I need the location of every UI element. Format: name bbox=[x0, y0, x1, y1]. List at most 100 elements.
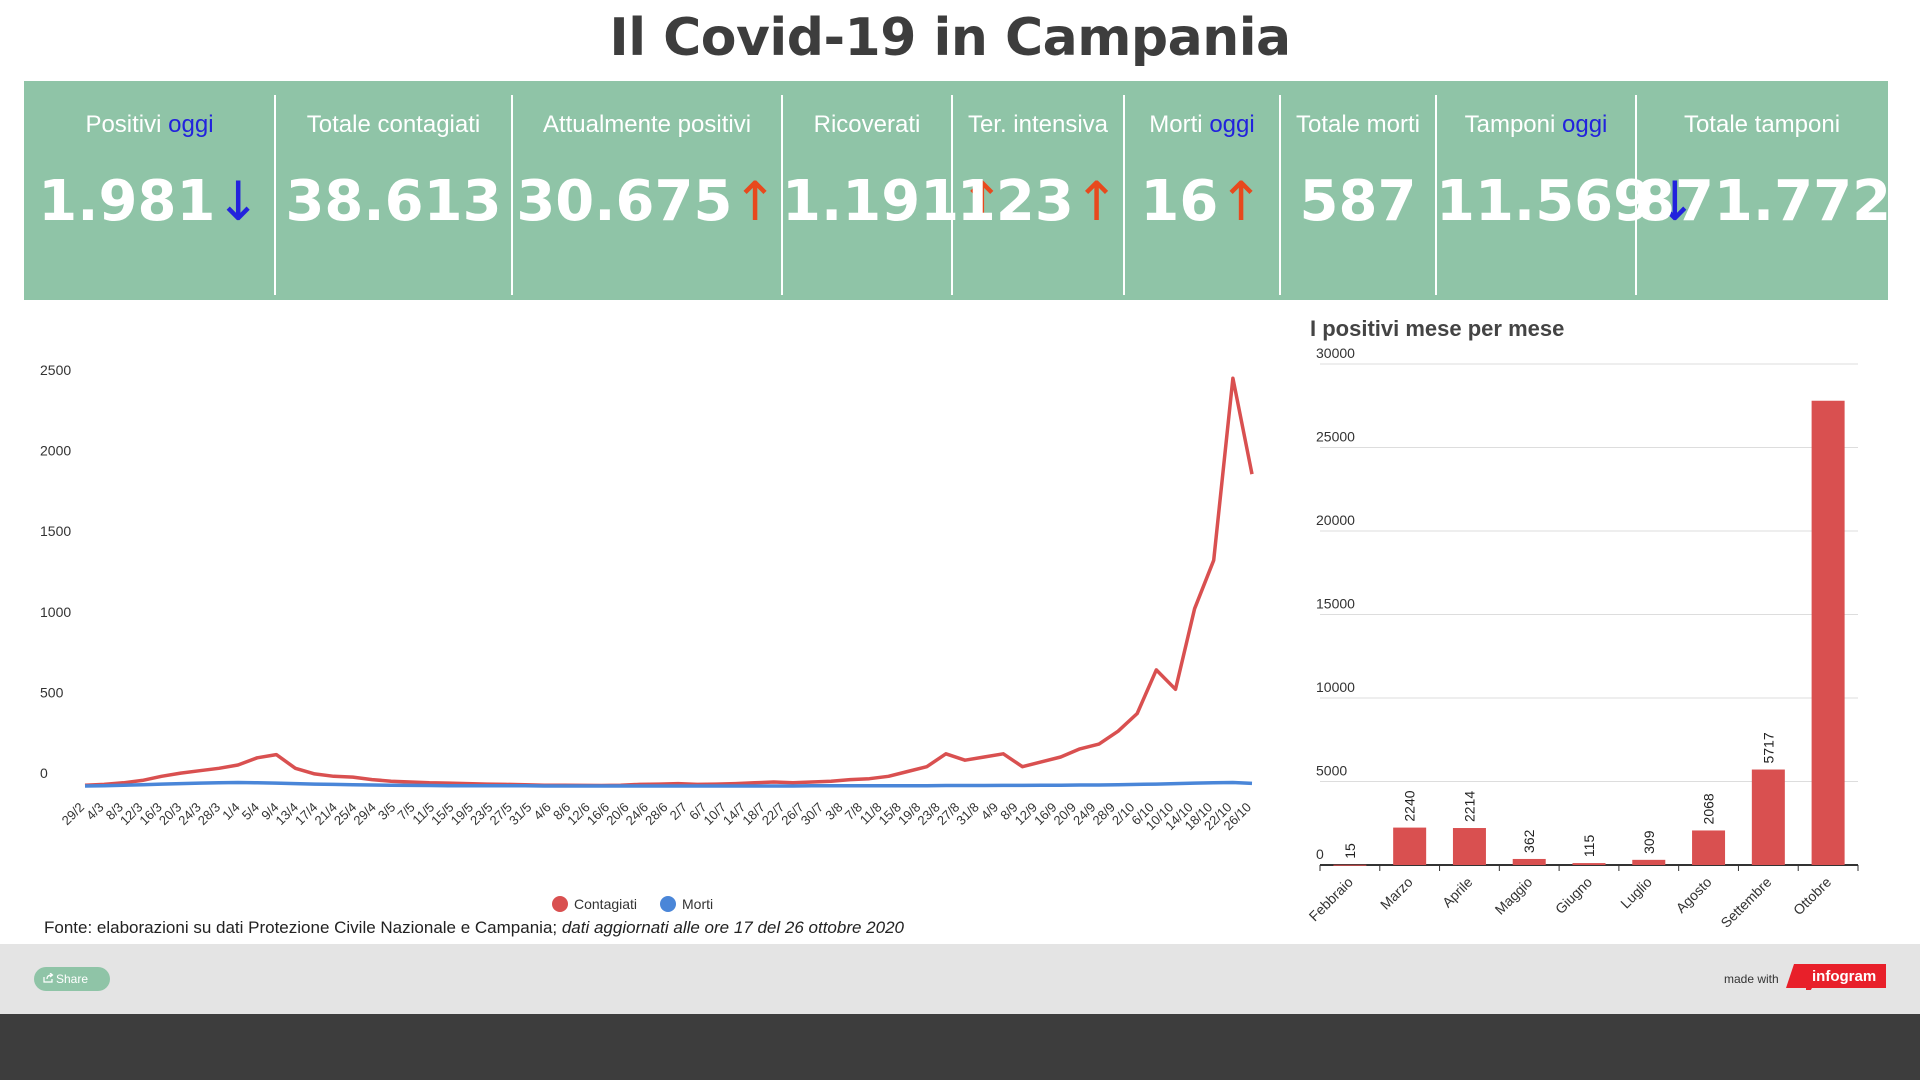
stat-value-number: 123 bbox=[956, 169, 1074, 234]
source-note: Fonte: elaborazioni su dati Protezione C… bbox=[44, 918, 904, 938]
bar-agosto bbox=[1692, 830, 1726, 865]
stat-value-number: 1.981 bbox=[38, 169, 216, 234]
stat-label: Totale contagiati bbox=[275, 111, 512, 139]
y-tick-label: 20000 bbox=[1316, 512, 1355, 528]
stat-value: 16↑ bbox=[1124, 169, 1280, 234]
legend-marker-contagiati bbox=[552, 896, 568, 912]
stat-value: 30.675↑ bbox=[512, 169, 782, 234]
stat-label-highlight: oggi bbox=[168, 111, 214, 138]
data-label: 309 bbox=[1641, 830, 1657, 854]
y-tick-label: 2500 bbox=[40, 362, 71, 378]
infogram-logo[interactable] bbox=[1786, 964, 1886, 990]
trend-up-icon: ↑ bbox=[732, 170, 778, 233]
y-tick-label: 25000 bbox=[1316, 429, 1355, 445]
stat-1: Totale contagiati 38.613 bbox=[275, 81, 512, 300]
legend-label: Morti bbox=[682, 896, 713, 912]
x-tick-label: Giugno bbox=[1552, 874, 1595, 917]
stat-0: Positivi oggi 1.981↓ bbox=[24, 81, 275, 300]
stat-value-number: 16 bbox=[1140, 169, 1219, 234]
data-label: 362 bbox=[1521, 829, 1537, 853]
stat-label-highlight: oggi bbox=[1209, 111, 1255, 138]
x-tick-label: Maggio bbox=[1492, 874, 1536, 918]
bar-maggio bbox=[1512, 858, 1546, 865]
stat-value-number: 587 bbox=[1299, 169, 1417, 234]
stat-separator bbox=[951, 95, 953, 295]
stat-separator bbox=[274, 95, 276, 295]
stat-5: Morti oggi 16↑ bbox=[1124, 81, 1280, 300]
y-tick-label: 5000 bbox=[1316, 763, 1347, 779]
stats-band: Positivi oggi 1.981↓ Totale contagiati 38.6… bbox=[24, 81, 1892, 300]
stat-label: Attualmente positivi bbox=[512, 111, 782, 139]
stat-2: Attualmente positivi 30.675↑ bbox=[512, 81, 782, 300]
share-label: Share bbox=[56, 972, 89, 986]
stat-label: Positivi oggi bbox=[24, 111, 275, 139]
y-tick-label: 1500 bbox=[40, 523, 71, 539]
made-with-label: made with bbox=[1724, 972, 1779, 986]
bar-chart-title: I positivi mese per mese bbox=[1310, 316, 1565, 341]
bar-ottobre bbox=[1811, 400, 1845, 865]
stat-separator bbox=[1635, 95, 1637, 295]
bar-aprile bbox=[1452, 828, 1486, 865]
stat-separator bbox=[1123, 95, 1125, 295]
bar-febbraio bbox=[1333, 864, 1367, 866]
share-icon bbox=[43, 973, 54, 983]
page-title: Il Covid-19 in Campania bbox=[609, 8, 1291, 68]
stat-value-number: 38.613 bbox=[285, 169, 502, 234]
trend-up-icon: ↑ bbox=[1218, 170, 1264, 233]
stat-value: 871.772 bbox=[1636, 169, 1892, 234]
share-button[interactable]: Share bbox=[34, 967, 110, 991]
data-label: 5717 bbox=[1760, 732, 1776, 763]
x-tick-label: 29/2 bbox=[59, 800, 88, 829]
stat-label-text: Totale tamponi bbox=[1683, 111, 1841, 138]
x-tick-label: Settembre bbox=[1717, 874, 1774, 930]
stat-label: Tamponi oggi bbox=[1436, 111, 1636, 139]
stat-label-text: Ricoverati bbox=[813, 111, 921, 138]
trend-up-icon: ↑ bbox=[1073, 170, 1120, 233]
x-tick-label: Aprile bbox=[1439, 874, 1476, 911]
source-update: dati aggiornati alle ore 17 del 26 ottob… bbox=[557, 918, 904, 937]
y-tick-label: 2000 bbox=[40, 443, 71, 459]
stat-value: 1.191↑ bbox=[782, 169, 1004, 234]
stat-7: Tamponi oggi 11.569↓ bbox=[1436, 81, 1697, 300]
stat-label: Ter. intensiva bbox=[952, 111, 1124, 139]
stat-label-text: Morti bbox=[1149, 111, 1203, 138]
trend-down-icon: ↓ bbox=[215, 170, 261, 233]
x-tick-label: 29/4 bbox=[350, 800, 379, 829]
x-tick-label: 28/3 bbox=[195, 800, 224, 829]
data-label: 2068 bbox=[1701, 793, 1717, 824]
stat-label-highlight: oggi bbox=[1562, 111, 1608, 138]
x-tick-label: Agosto bbox=[1673, 874, 1715, 916]
bar-chart: 0 5000 10000 15000 20000 25000 30000 15 Febbraio… bbox=[1306, 345, 1859, 930]
stat-label-text: Positivi bbox=[85, 111, 162, 138]
x-tick-label: Ottobre bbox=[1790, 874, 1834, 918]
x-tick-label: 31/5 bbox=[506, 800, 535, 829]
data-label: 2214 bbox=[1461, 791, 1477, 822]
stat-label-text: Totale contagiati bbox=[306, 111, 481, 138]
x-tick-label: Febbraio bbox=[1306, 874, 1357, 925]
stat-value: 1.981↓ bbox=[24, 169, 275, 234]
legend-label: Contagiati bbox=[574, 896, 637, 912]
stat-separator bbox=[781, 95, 783, 295]
stat-label-text: Ter. intensiva bbox=[967, 111, 1109, 138]
stat-label: Totale tamponi bbox=[1636, 111, 1888, 139]
stat-label-text: Attualmente positivi bbox=[542, 111, 752, 138]
x-tick-label: 31/8 bbox=[953, 800, 982, 829]
y-tick-label: 0 bbox=[1316, 846, 1324, 862]
stat-4: Ter. intensiva 123↑ bbox=[952, 81, 1124, 300]
y-tick-label: 1000 bbox=[40, 604, 71, 620]
line-chart: 0500100015002000250029/24/38/312/316/320… bbox=[40, 362, 1254, 912]
infogram-brand: infogram bbox=[1812, 968, 1877, 985]
y-tick-label: 30000 bbox=[1316, 345, 1355, 361]
bar-luglio bbox=[1632, 859, 1666, 865]
stat-separator bbox=[1279, 95, 1281, 295]
data-label: 115 bbox=[1581, 835, 1597, 858]
stat-value: 38.613 bbox=[275, 169, 512, 234]
stat-label: Morti oggi bbox=[1124, 111, 1280, 139]
legend-marker-morti bbox=[660, 896, 676, 912]
source-text: Fonte: elaborazioni su dati Protezione C… bbox=[44, 918, 558, 937]
y-tick-label: 0 bbox=[40, 765, 48, 781]
stat-value-number: 11.569 bbox=[1436, 169, 1653, 234]
stat-separator bbox=[511, 95, 513, 295]
x-tick-label: Marzo bbox=[1377, 874, 1416, 913]
stat-value-number: 871.772 bbox=[1636, 169, 1892, 234]
